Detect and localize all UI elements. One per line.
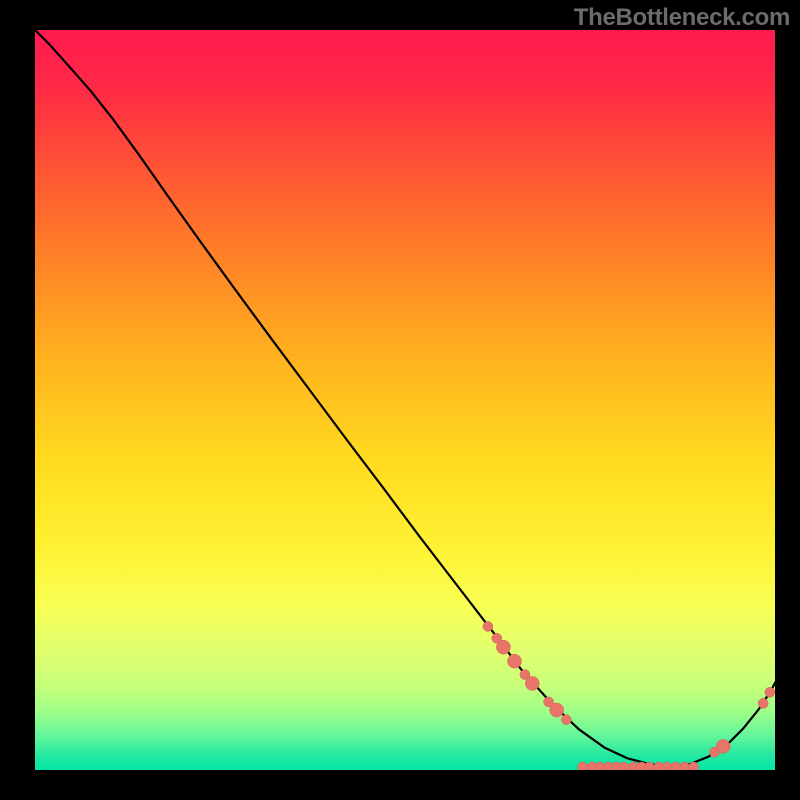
curve-layer [35, 30, 775, 770]
data-marker [689, 762, 699, 770]
data-marker [550, 703, 564, 717]
data-marker [671, 762, 681, 770]
data-marker [644, 762, 654, 770]
watermark-text: TheBottleneck.com [574, 4, 790, 32]
chart-frame: TheBottleneck.com [0, 0, 800, 800]
data-marker [765, 687, 775, 697]
data-marker [578, 762, 588, 770]
data-marker [716, 739, 730, 753]
data-marker [595, 762, 605, 770]
data-marker [561, 715, 571, 725]
data-marker [662, 762, 672, 770]
data-marker [680, 762, 690, 770]
data-marker [508, 654, 522, 668]
data-marker [525, 676, 539, 690]
bottleneck-curve [35, 30, 775, 766]
data-marker [619, 762, 629, 770]
data-marker [483, 621, 493, 631]
data-marker [758, 698, 768, 708]
data-marker [496, 640, 510, 654]
plot-area [35, 30, 775, 770]
